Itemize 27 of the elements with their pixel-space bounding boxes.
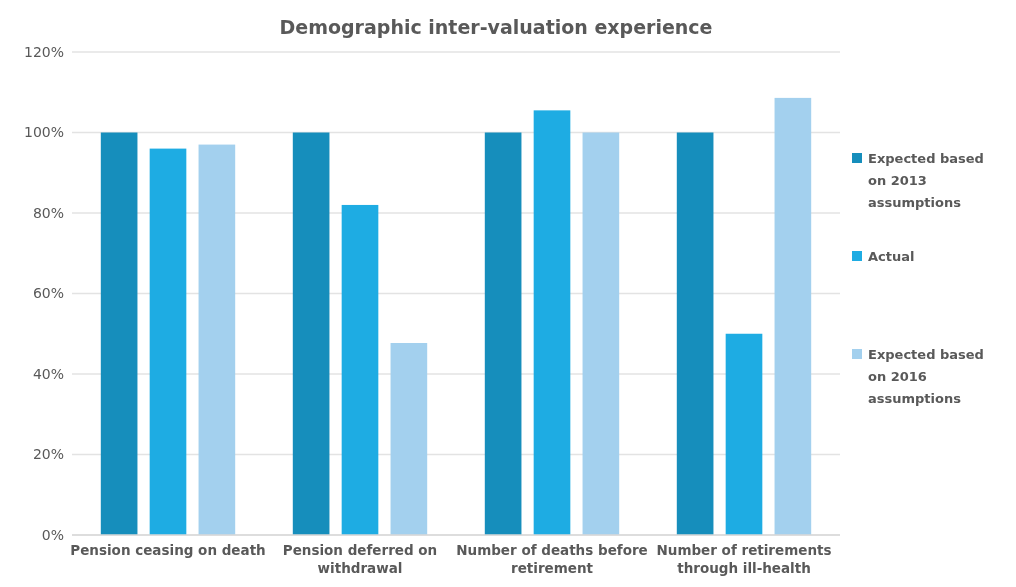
bar	[149, 148, 187, 535]
bar	[725, 333, 763, 535]
x-tick-label: Number of retirements through ill-health	[656, 542, 832, 576]
y-tick-label: 0%	[41, 526, 64, 543]
bar	[390, 343, 428, 535]
y-tick-label: 100%	[23, 124, 64, 141]
x-tick-label: Number of deaths before retirement	[456, 542, 648, 576]
bar	[484, 132, 522, 535]
bar	[292, 132, 330, 535]
chart-title: Demographic inter-valuation experience	[279, 16, 713, 38]
bar	[582, 132, 620, 535]
y-tick-label: 120%	[23, 43, 64, 60]
bar	[676, 132, 714, 535]
y-tick-label: 80%	[32, 204, 64, 221]
bar	[774, 97, 812, 535]
bar	[533, 110, 571, 535]
x-tick-label: Pension deferred on withdrawal	[282, 542, 438, 576]
legend-label: Expected based on 2013 assumptions	[868, 150, 984, 210]
legend-label: Expected based on 2016 assumptions	[868, 346, 984, 406]
bar	[100, 132, 138, 535]
legend-label: Actual	[868, 248, 915, 264]
y-tick-label: 40%	[32, 365, 64, 382]
y-tick-label: 20%	[32, 446, 64, 463]
x-tick-label: Pension ceasing on death	[70, 542, 266, 558]
bar	[198, 144, 236, 535]
y-tick-label: 60%	[32, 285, 64, 302]
bar	[341, 204, 379, 535]
